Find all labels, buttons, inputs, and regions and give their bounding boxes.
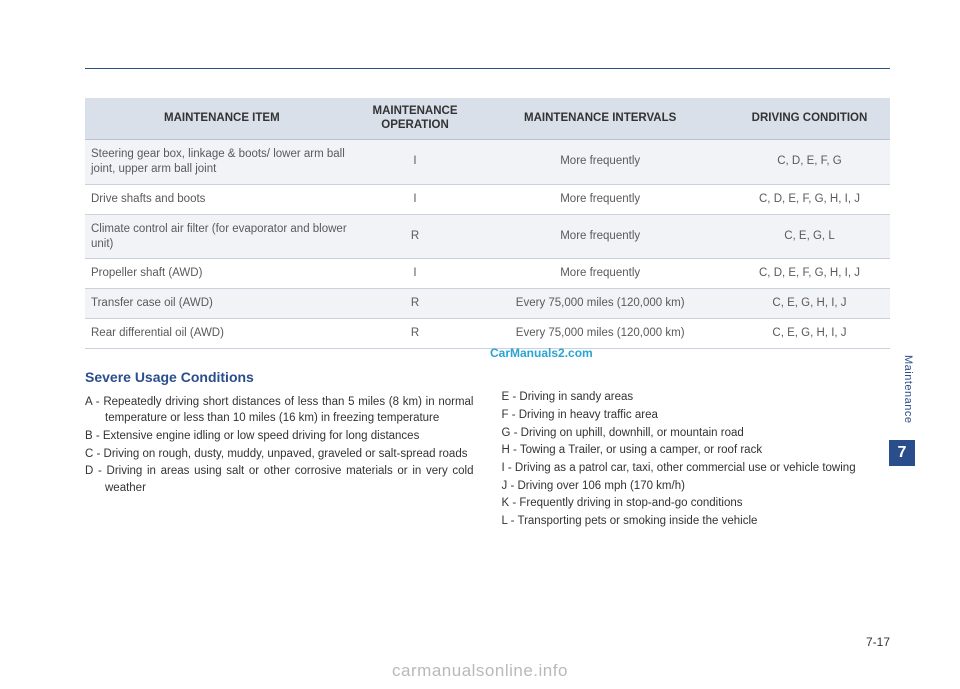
cell-cond: C, E, G, H, I, J (729, 319, 890, 349)
th-condition: DRIVING CONDITION (729, 98, 890, 139)
table-row: Propeller shaft (AWD) I More frequently … (85, 259, 890, 289)
cell-interval: More frequently (471, 139, 729, 184)
cond-item: A - Repeatedly driving short distances o… (85, 394, 474, 427)
top-divider (85, 68, 890, 69)
cell-item: Transfer case oil (AWD) (85, 289, 359, 319)
table-row: Drive shafts and boots I More frequently… (85, 184, 890, 214)
table-row: Steering gear box, linkage & boots/ lowe… (85, 139, 890, 184)
cond-item: C - Driving on rough, dusty, muddy, unpa… (85, 446, 474, 463)
cell-cond: C, D, E, F, G (729, 139, 890, 184)
cond-item: E - Driving in sandy areas (502, 389, 891, 406)
table-row: Climate control air filter (for evaporat… (85, 214, 890, 259)
page: Maintenance 7 MAINTENANCE ITEM MAINTENAN… (0, 0, 960, 689)
watermark-mid: CarManuals2.com (490, 346, 593, 360)
cond-item: H - Towing a Trailer, or using a camper,… (502, 442, 891, 459)
side-tab-label: Maintenance (902, 355, 914, 424)
cell-cond: C, E, G, L (729, 214, 890, 259)
cond-item: F - Driving in heavy traffic area (502, 407, 891, 424)
conditions-columns: Severe Usage Conditions A - Repeatedly d… (85, 367, 890, 530)
cell-interval: More frequently (471, 259, 729, 289)
cell-op: I (359, 259, 472, 289)
th-item: MAINTENANCE ITEM (85, 98, 359, 139)
side-tab-number: 7 (889, 440, 915, 466)
cell-op: R (359, 214, 472, 259)
cond-item: I - Driving as a patrol car, taxi, other… (502, 460, 891, 477)
cond-item: B - Extensive engine idling or low speed… (85, 428, 474, 445)
cell-op: I (359, 139, 472, 184)
cell-item: Drive shafts and boots (85, 184, 359, 214)
cell-cond: C, D, E, F, G, H, I, J (729, 184, 890, 214)
cond-item: G - Driving on uphill, downhill, or moun… (502, 425, 891, 442)
cell-item: Rear differential oil (AWD) (85, 319, 359, 349)
cond-item: J - Driving over 106 mph (170 km/h) (502, 478, 891, 495)
cell-interval: Every 75,000 miles (120,000 km) (471, 289, 729, 319)
table-row: Transfer case oil (AWD) R Every 75,000 m… (85, 289, 890, 319)
cond-item: L - Transporting pets or smoking inside … (502, 513, 891, 530)
cell-interval: Every 75,000 miles (120,000 km) (471, 319, 729, 349)
cond-item: D - Driving in areas using salt or other… (85, 463, 474, 496)
cell-cond: C, D, E, F, G, H, I, J (729, 259, 890, 289)
cell-op: I (359, 184, 472, 214)
table-row: Rear differential oil (AWD) R Every 75,0… (85, 319, 890, 349)
cell-interval: More frequently (471, 184, 729, 214)
cell-item: Propeller shaft (AWD) (85, 259, 359, 289)
cond-item: K - Frequently driving in stop-and-go co… (502, 495, 891, 512)
cell-op: R (359, 319, 472, 349)
page-number: 7-17 (866, 635, 890, 649)
th-intervals: MAINTENANCE INTERVALS (471, 98, 729, 139)
cell-op: R (359, 289, 472, 319)
right-column: E - Driving in sandy areas F - Driving i… (502, 367, 891, 530)
cell-cond: C, E, G, H, I, J (729, 289, 890, 319)
cell-item: Steering gear box, linkage & boots/ lowe… (85, 139, 359, 184)
cell-item: Climate control air filter (for evaporat… (85, 214, 359, 259)
cell-interval: More frequently (471, 214, 729, 259)
maintenance-table: MAINTENANCE ITEM MAINTENANCE OPERATION M… (85, 98, 890, 349)
th-operation: MAINTENANCE OPERATION (359, 98, 472, 139)
left-column: Severe Usage Conditions A - Repeatedly d… (85, 367, 474, 530)
table-header-row: MAINTENANCE ITEM MAINTENANCE OPERATION M… (85, 98, 890, 139)
watermark-bottom: carmanualsonline.info (392, 661, 568, 681)
section-title: Severe Usage Conditions (85, 367, 474, 387)
